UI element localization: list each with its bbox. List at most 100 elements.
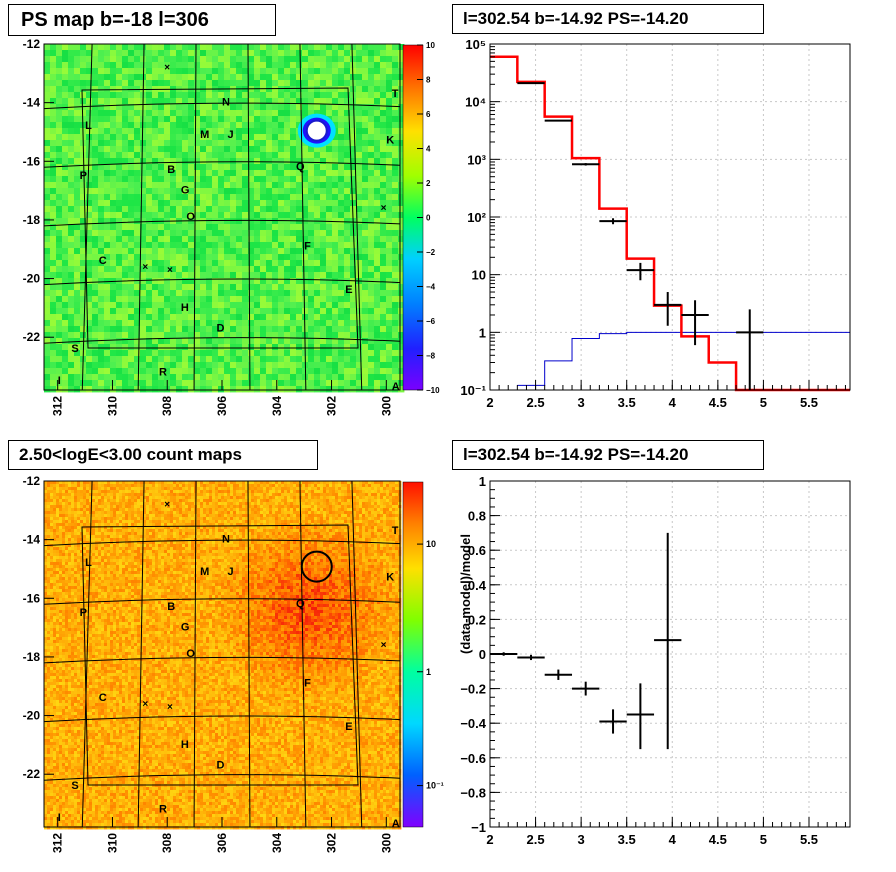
map-cell	[230, 44, 236, 50]
map-cell	[224, 206, 230, 212]
map-cell	[116, 254, 122, 260]
map-cell	[212, 146, 218, 152]
map-cell	[236, 176, 242, 182]
map-cell	[284, 170, 290, 176]
map-cell	[374, 176, 380, 182]
map-cell	[182, 248, 188, 254]
map-cell	[368, 236, 374, 242]
map-cell	[296, 224, 302, 230]
map-cell	[122, 134, 128, 140]
map-cell	[368, 302, 374, 308]
map-cell	[338, 170, 344, 176]
map-cell	[194, 320, 200, 326]
map-cell	[242, 326, 248, 332]
map-cell	[176, 212, 182, 218]
map-cell	[380, 320, 386, 326]
map-cell	[326, 44, 332, 50]
map-cell	[224, 194, 230, 200]
map-cell	[254, 140, 260, 146]
map-cell	[146, 128, 152, 134]
map-cell	[170, 248, 176, 254]
map-cell	[206, 302, 212, 308]
map-cell	[152, 140, 158, 146]
map-cell	[188, 260, 194, 266]
map-cell	[392, 122, 398, 128]
map-cell	[182, 68, 188, 74]
map-cell	[356, 146, 362, 152]
map-cell	[176, 158, 182, 164]
map-cell	[86, 266, 92, 272]
map-cell	[368, 56, 374, 62]
map-cell	[80, 50, 86, 56]
map-cell	[290, 80, 296, 86]
map-cell	[218, 50, 224, 56]
map-cell	[356, 56, 362, 62]
map-cell	[248, 308, 254, 314]
map-cell	[158, 266, 164, 272]
map-cell	[176, 284, 182, 290]
map-cell	[188, 320, 194, 326]
map-cell	[266, 146, 272, 152]
map-cell	[104, 302, 110, 308]
map-cell	[140, 176, 146, 182]
map-cell	[68, 308, 74, 314]
map-cell	[92, 254, 98, 260]
map-cell	[320, 44, 326, 50]
map-cell	[374, 236, 380, 242]
map-cell	[242, 194, 248, 200]
map-cell	[308, 212, 314, 218]
map-cell	[146, 200, 152, 206]
map-cell	[320, 332, 326, 338]
map-cell	[146, 92, 152, 98]
map-cell	[44, 56, 50, 62]
map-cell	[236, 236, 242, 242]
map-cell	[320, 326, 326, 332]
map-cell	[392, 152, 398, 158]
map-cell	[326, 296, 332, 302]
map-cell	[140, 278, 146, 284]
map-cell	[320, 248, 326, 254]
map-cell	[260, 260, 266, 266]
map-cell	[92, 266, 98, 272]
map-cell	[254, 110, 260, 116]
map-cell	[170, 290, 176, 296]
map-cell	[80, 332, 86, 338]
map-cell	[320, 98, 326, 104]
map-cell	[254, 50, 260, 56]
map-cell	[296, 56, 302, 62]
map-cell	[188, 122, 194, 128]
map-cell	[218, 194, 224, 200]
map-cell	[272, 152, 278, 158]
map-cell	[98, 332, 104, 338]
map-cell	[86, 110, 92, 116]
map-cell	[314, 314, 320, 320]
map-cell	[50, 200, 56, 206]
map-cell	[254, 164, 260, 170]
map-cell	[338, 326, 344, 332]
map-cell	[380, 260, 386, 266]
map-cell	[296, 266, 302, 272]
map-cell	[134, 236, 140, 242]
map-cell	[278, 134, 284, 140]
map-cell	[212, 194, 218, 200]
map-cell	[278, 164, 284, 170]
map-cell	[320, 170, 326, 176]
map-cell	[152, 314, 158, 320]
map-cell	[140, 152, 146, 158]
map-cell	[182, 236, 188, 242]
map-cell	[200, 212, 206, 218]
map-cell	[254, 272, 260, 278]
map-cell	[170, 56, 176, 62]
map-cell	[218, 284, 224, 290]
map-cell	[74, 194, 80, 200]
map-cell	[278, 200, 284, 206]
map-cell	[74, 326, 80, 332]
map-cell	[374, 320, 380, 326]
map-cell	[134, 68, 140, 74]
map-cell	[260, 302, 266, 308]
map-cell	[224, 140, 230, 146]
map-cell	[392, 62, 398, 68]
map-cell	[320, 206, 326, 212]
map-cell	[326, 152, 332, 158]
map-cell	[302, 152, 308, 158]
